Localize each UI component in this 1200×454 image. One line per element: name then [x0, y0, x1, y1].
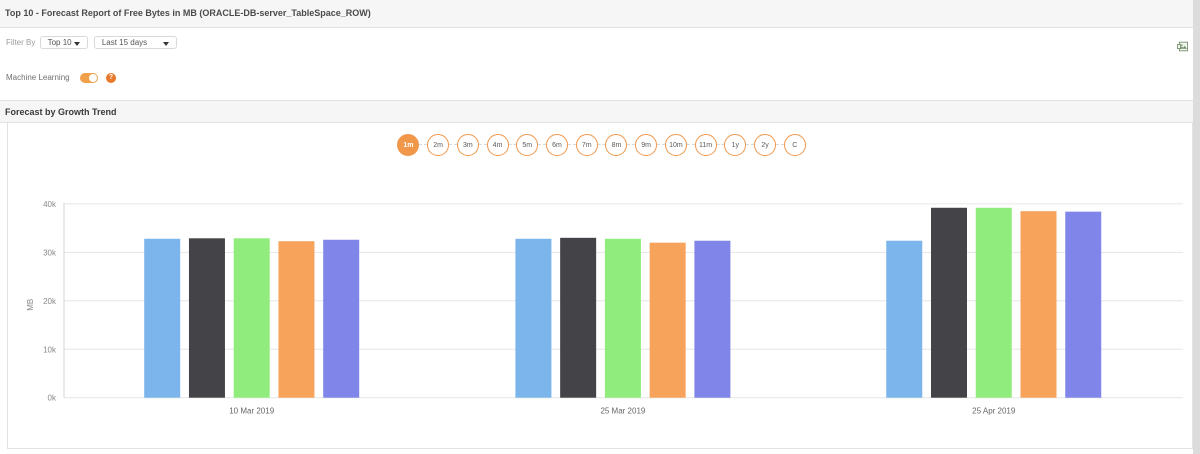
- svg-text:MB: MB: [26, 299, 35, 311]
- svg-text:40k: 40k: [43, 200, 57, 209]
- svg-text:0k: 0k: [48, 394, 57, 403]
- svg-text:10 Mar 2019: 10 Mar 2019: [229, 407, 274, 416]
- svg-text:25 Apr 2019: 25 Apr 2019: [972, 407, 1016, 416]
- svg-text:25 Mar 2019: 25 Mar 2019: [600, 407, 645, 416]
- svg-text:10k: 10k: [43, 345, 57, 354]
- svg-text:20k: 20k: [43, 297, 57, 306]
- svg-text:30k: 30k: [43, 248, 57, 257]
